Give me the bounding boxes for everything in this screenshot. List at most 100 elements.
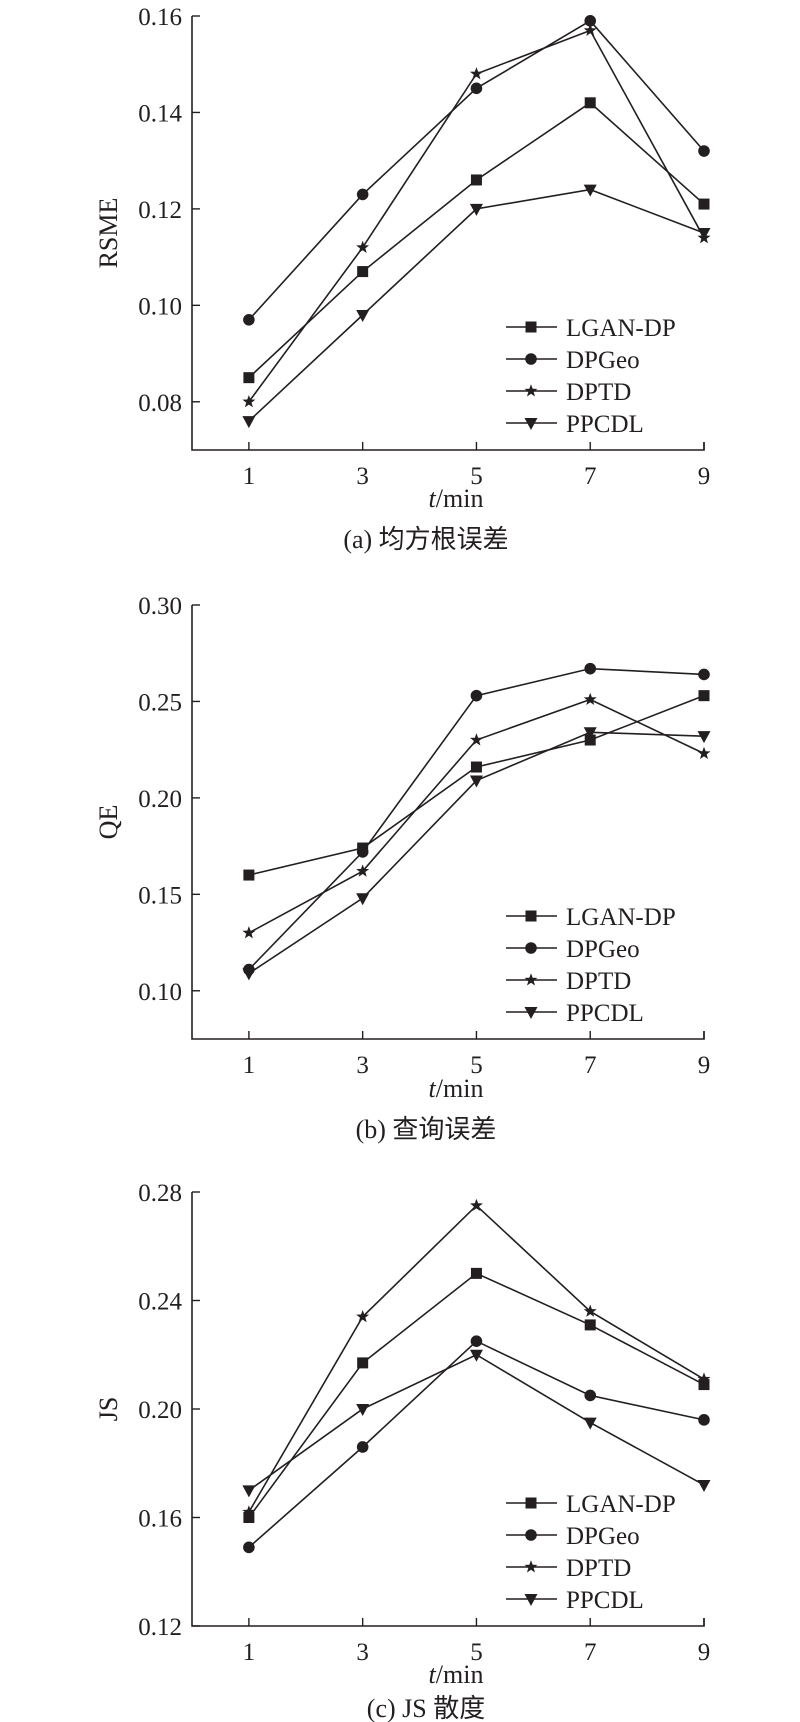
- series-dpgeo: [243, 1335, 710, 1554]
- data-point: [584, 662, 597, 675]
- y-tick-label: 0.20: [138, 786, 182, 813]
- legend-label: LGAN-DP: [566, 904, 676, 931]
- legend-label: DPTD: [566, 379, 631, 406]
- x-tick-label: 7: [584, 463, 597, 490]
- legend-label: PPCDL: [566, 1587, 644, 1614]
- legend: LGAN-DP DPGeo DPTD PPCDL: [506, 1491, 676, 1614]
- data-point: [583, 23, 597, 36]
- y-tick-label: 0.30: [138, 593, 182, 620]
- data-point: [356, 1309, 370, 1323]
- data-point: [470, 689, 483, 702]
- x-tick-label: 3: [356, 463, 369, 490]
- data-point: [242, 1505, 256, 1518]
- y-axis-label: QE: [94, 805, 123, 840]
- x-tick-label: 1: [243, 1052, 256, 1079]
- data-point: [584, 97, 596, 109]
- data-point: [698, 668, 710, 681]
- legend-label: DPTD: [566, 1555, 631, 1582]
- x-tick-label: 1: [243, 1639, 256, 1666]
- data-point: [584, 1319, 596, 1331]
- legend-marker: [524, 1007, 538, 1019]
- data-point: [470, 1267, 482, 1279]
- data-point: [583, 1417, 597, 1430]
- data-point: [583, 184, 597, 197]
- legend-label: PPCDL: [566, 411, 644, 438]
- series-ppcdl: [242, 184, 711, 429]
- x-tick-label: 7: [584, 1639, 597, 1666]
- legend-label: DPGeo: [566, 1523, 640, 1550]
- x-tick-label: 5: [470, 1052, 483, 1079]
- data-point: [583, 692, 597, 706]
- y-tick-label: 0.10: [138, 979, 182, 1006]
- data-point: [356, 864, 370, 877]
- legend-marker: [524, 1560, 538, 1573]
- x-tick-label: 1: [243, 463, 256, 490]
- data-point: [583, 727, 597, 740]
- data-point: [356, 1404, 370, 1416]
- series-ppcdl: [242, 727, 711, 981]
- series-line: [248, 19, 705, 321]
- data-point: [697, 1372, 711, 1385]
- x-tick-label: 5: [470, 463, 483, 490]
- data-point: [470, 761, 482, 773]
- data-point: [356, 1441, 369, 1453]
- series-line: [248, 188, 705, 422]
- data-point: [242, 416, 256, 429]
- data-point: [584, 734, 596, 746]
- legend-item: PPCDL: [506, 1000, 644, 1027]
- legend-label: PPCDL: [566, 1000, 644, 1027]
- data-point: [357, 1357, 369, 1369]
- data-point: [470, 82, 483, 95]
- legend-marker: [525, 1529, 537, 1541]
- legend-marker: [525, 353, 537, 365]
- data-point: [697, 228, 711, 240]
- legend-marker: [524, 384, 538, 397]
- legend-label: DPTD: [566, 968, 631, 995]
- chart-caption: (a) 均方根误差: [343, 525, 508, 554]
- legend-marker: [525, 910, 537, 922]
- series-lgan-dp: [243, 97, 710, 384]
- data-point: [469, 775, 483, 788]
- data-point: [584, 1389, 597, 1402]
- y-tick-label: 0.12: [138, 1614, 182, 1641]
- series-dpgeo: [243, 15, 710, 326]
- y-tick-label: 0.24: [138, 1289, 182, 1316]
- chart-caption: (c) JS 散度: [367, 1694, 485, 1722]
- chart-panel: 0.10 0.15 0.20 0.25 0.30 1 3 5 7 9 t/min QE LGAN-DP D…: [94, 593, 711, 1144]
- data-point: [470, 174, 482, 186]
- legend-marker: [524, 1594, 538, 1606]
- data-point: [698, 145, 710, 157]
- x-tick-label: 9: [698, 1639, 711, 1666]
- y-tick-label: 0.20: [138, 1397, 182, 1424]
- y-axis-label: RSME: [94, 198, 123, 269]
- data-point: [357, 266, 369, 278]
- y-tick-label: 0.25: [138, 689, 182, 716]
- data-point: [697, 731, 711, 744]
- data-point: [242, 926, 256, 939]
- data-point: [243, 314, 255, 326]
- data-point: [583, 1304, 597, 1317]
- series-lgan-dp: [243, 1267, 710, 1523]
- legend-item: DPTD: [506, 1555, 631, 1582]
- chart-panel: 0.08 0.10 0.12 0.14 0.16 1 3 5 7 9 t/min RSME LGAN-D…: [94, 4, 711, 554]
- legend-item: LGAN-DP: [506, 1491, 676, 1518]
- legend-item: DPGeo: [506, 1523, 640, 1550]
- y-tick-label: 0.10: [138, 293, 182, 320]
- legend-item: DPTD: [506, 379, 631, 406]
- data-point: [243, 1512, 255, 1523]
- legend-label: LGAN-DP: [566, 1491, 676, 1518]
- y-tick-label: 0.16: [138, 1506, 182, 1533]
- data-point: [243, 372, 255, 384]
- legend-item: LGAN-DP: [506, 315, 676, 342]
- chart-panel: 0.12 0.16 0.20 0.24 0.28 1 3 5 7 9 t/min JS LGAN-DP D…: [94, 1180, 711, 1722]
- legend-item: PPCDL: [506, 1587, 644, 1614]
- data-point: [698, 690, 710, 702]
- x-tick-label: 9: [698, 463, 711, 490]
- data-point: [698, 1379, 710, 1391]
- data-point: [698, 1414, 710, 1426]
- legend: LGAN-DP DPGeo DPTD PPCDL: [506, 904, 676, 1027]
- legend-item: DPGeo: [506, 936, 640, 963]
- x-tick-label: 5: [470, 1639, 483, 1666]
- data-point: [242, 968, 256, 981]
